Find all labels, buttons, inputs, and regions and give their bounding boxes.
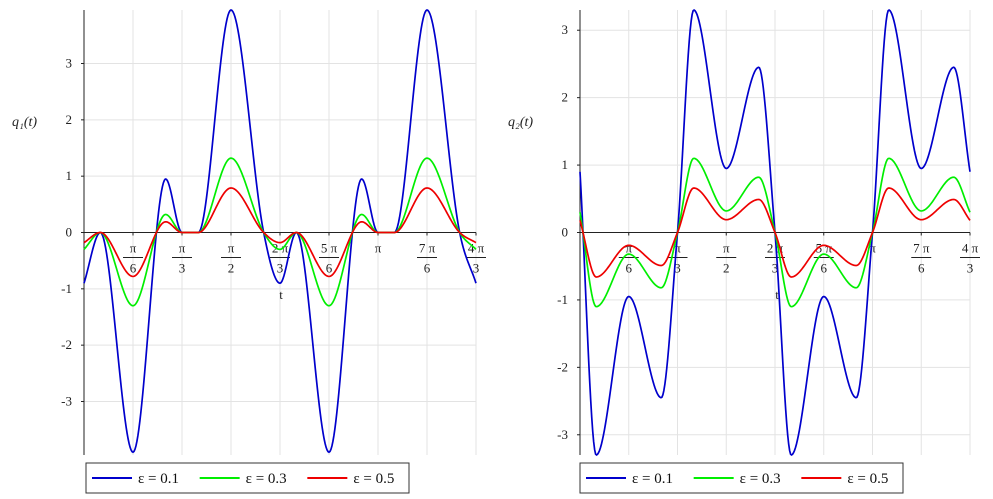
chart-q2-x-tick-numerator: 5 π [816, 241, 833, 256]
chart-q2-series-eps-0-5 [579, 187, 971, 278]
chart-q2-y-axis-label: q₂(t) [508, 115, 533, 130]
chart-q2-legend-label: ε = 0.3 [740, 471, 781, 487]
chart-q1-x-tick-numerator: 4 π [468, 241, 485, 256]
chart-q2-x-tick-denominator: 3 [674, 261, 681, 276]
chart-q1-x-tick-denominator: 3 [277, 261, 284, 276]
chart-q1-x-tick-numerator: π [179, 241, 186, 256]
chart-q2-y-tick-label: 2 [562, 90, 569, 105]
chart-q2-y-tick-label: -2 [557, 359, 568, 374]
chart-q1-x-tick-denominator: 2 [228, 261, 235, 276]
chart-q2-legend-label: ε = 0.1 [632, 471, 673, 487]
chart-q1-legend-label: ε = 0.3 [246, 471, 287, 487]
chart-q1-x-tick-label: π [375, 241, 382, 256]
chart-q2-x-tick-label: 4 π3 [960, 241, 980, 276]
chart-q2-x-tick-denominator: 6 [821, 261, 828, 276]
chart-q1-legend-label: ε = 0.1 [138, 471, 179, 487]
chart-q2-x-tick-numerator: π [869, 241, 876, 256]
chart-q2-x-tick-numerator: π [625, 241, 632, 256]
chart-q1-x-tick-label: π3 [172, 241, 192, 276]
chart-q1-x-tick-label: π2 [221, 241, 241, 276]
chart-q2-x-tick-numerator: 7 π [913, 241, 930, 256]
chart-q2-x-tick-numerator: π [723, 241, 730, 256]
chart-q2-x-tick-denominator: 6 [626, 261, 633, 276]
chart-q1-x-tick-label: 2 π3 [270, 241, 290, 276]
chart-q2-legend: ε = 0.1 ε = 0.3 ε = 0.5 [579, 462, 904, 494]
chart-q1-x-tick-label: 7 π6 [417, 241, 437, 276]
chart-q1-legend-box [85, 462, 410, 494]
chart-q1-y-tick-label: 2 [66, 112, 73, 127]
chart-q1-y-tick-label: 1 [66, 168, 73, 183]
chart-q2-x-tick-label: π3 [667, 241, 688, 276]
chart-q1-x-tick-label: 4 π3 [466, 241, 486, 276]
chart-q1-x-tick-label: 5 π6 [319, 241, 339, 276]
chart-q2-x-tick-denominator: 6 [918, 261, 925, 276]
chart-q2-y-tick-label: -3 [557, 427, 568, 442]
chart-q2-x-tick-numerator: π [674, 241, 681, 256]
chart-q1-series-eps-0-1 [83, 9, 477, 454]
chart-q2-x-axis-label: t [775, 287, 779, 302]
chart-q1-x-tick-numerator: 7 π [419, 241, 436, 256]
chart-q1-series-eps-0-5 [83, 187, 477, 278]
chart-q1-x-tick-denominator: 6 [424, 261, 431, 276]
chart-q1-x-tick-denominator: 3 [473, 261, 480, 276]
chart-q2-y-tick-label: 0 [562, 225, 569, 240]
chart-q2-x-tick-label: 7 π6 [911, 241, 932, 276]
chart-q1-x-tick-denominator: 3 [179, 261, 186, 276]
chart-q2-x-tick-denominator: 3 [967, 261, 974, 276]
chart-q2-x-tick-label: π [869, 241, 876, 256]
chart-q1-x-axis-label: t [279, 287, 283, 302]
chart-q1-y-tick-label: 3 [66, 56, 73, 71]
chart-q2-x-tick-label: π2 [716, 241, 737, 276]
chart-q2-y-tick-label: 1 [562, 157, 569, 172]
chart-q2-y-tick-label: -1 [557, 292, 568, 307]
chart-q1-legend: ε = 0.1 ε = 0.3 ε = 0.5 [85, 462, 410, 494]
chart-q2-legend-box [579, 462, 904, 494]
chart-q1-x-tick-numerator: π [375, 241, 382, 256]
chart-q1-x-tick-denominator: 6 [326, 261, 333, 276]
chart-q1-y-tick-label: -2 [61, 337, 72, 352]
chart-q1-x-tick-numerator: π [228, 241, 235, 256]
chart-q1-x-tick-label: π6 [123, 241, 143, 276]
chart-q1-x-tick-numerator: 2 π [272, 241, 289, 256]
chart-q1-x-tick-numerator: 5 π [321, 241, 338, 256]
chart-q1-legend-label: ε = 0.5 [353, 471, 394, 487]
chart-q2-x-tick-denominator: 2 [723, 261, 730, 276]
chart-q1-series-eps-0-3 [83, 157, 477, 307]
chart-q2-x-tick-denominator: 3 [772, 261, 779, 276]
chart-q2-x-tick-numerator: 4 π [962, 241, 979, 256]
chart-q1-y-tick-label: -3 [61, 393, 72, 408]
chart-q2-y-tick-label: 3 [562, 22, 569, 37]
chart-q1-y-tick-label: 0 [66, 225, 73, 240]
chart-q2-legend-label: ε = 0.5 [847, 471, 888, 487]
chart-q1-x-tick-numerator: π [130, 241, 137, 256]
chart-q1-x-tick-denominator: 6 [130, 261, 137, 276]
chart-q1-y-tick-label: -1 [61, 281, 72, 296]
chart-q1-y-axis-label: q₁(t) [12, 115, 37, 130]
